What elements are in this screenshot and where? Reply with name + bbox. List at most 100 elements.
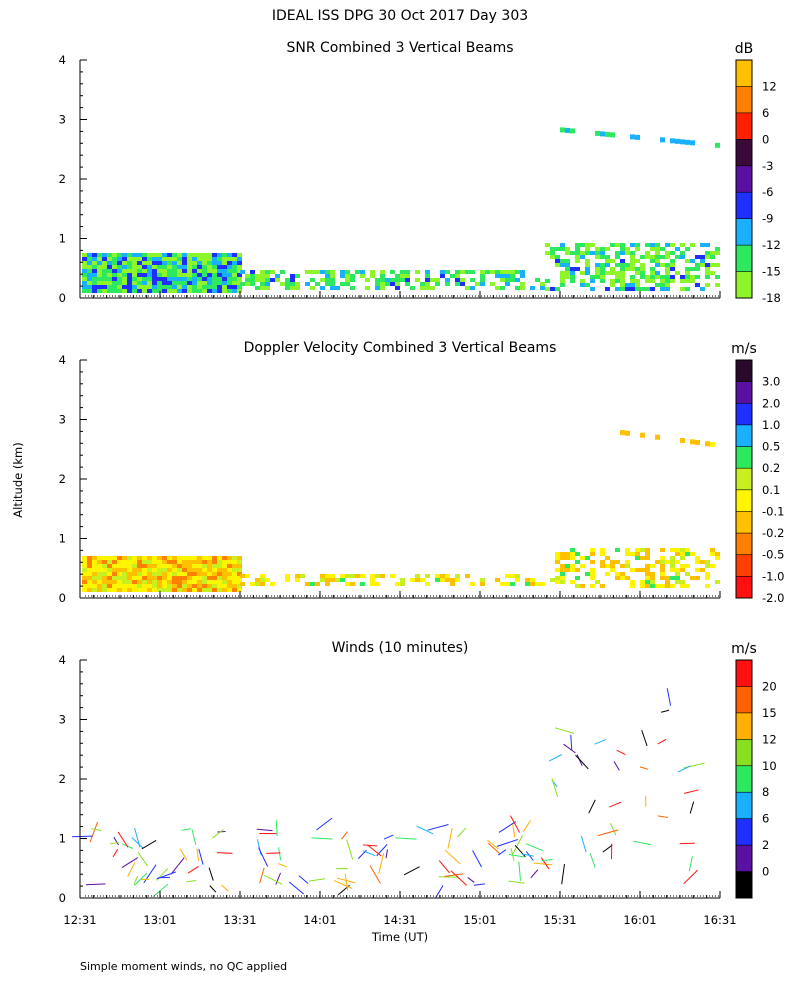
snr-cell — [615, 251, 620, 255]
velocity-cell — [560, 580, 565, 584]
velocity-cell — [152, 560, 157, 564]
velocity-cell — [575, 568, 580, 572]
snr-cell — [565, 271, 570, 275]
snr-cell — [315, 282, 320, 286]
velocity-cell — [142, 580, 147, 584]
snr-cell — [630, 275, 635, 279]
snr-cell — [435, 278, 440, 282]
snr-cell — [132, 253, 137, 257]
snr-cell — [305, 282, 310, 286]
snr-cell — [350, 274, 355, 278]
velocity-cell — [630, 580, 635, 584]
snr-cell — [675, 271, 680, 275]
snr-cell — [480, 278, 485, 282]
wind-barb — [131, 837, 144, 849]
wind-barb — [216, 852, 233, 854]
snr-cell — [222, 285, 227, 289]
snr-cell — [217, 269, 222, 273]
snr-cell — [620, 287, 625, 291]
snr-cell — [645, 287, 650, 291]
snr-cell — [565, 259, 570, 263]
velocity-cell — [122, 568, 127, 572]
velocity-cell — [192, 560, 197, 564]
snr-cell — [192, 261, 197, 265]
snr-cell — [320, 278, 325, 282]
snr-cell — [127, 265, 132, 269]
snr-cell — [102, 265, 107, 269]
wind-barb — [212, 829, 224, 839]
velocity-cell — [670, 560, 675, 564]
snr-cell — [585, 247, 590, 251]
snr-cell — [232, 277, 237, 281]
snr-cell — [480, 282, 485, 286]
velocity-cell — [192, 584, 197, 588]
snr-cell — [227, 257, 232, 261]
snr-cell — [415, 278, 420, 282]
wind-barb — [278, 847, 282, 861]
snr-cell — [425, 282, 430, 286]
snr-cell — [635, 287, 640, 291]
snr-cell — [222, 265, 227, 269]
velocity-cell — [152, 576, 157, 580]
snr-cell — [375, 282, 380, 286]
velocity-cell — [137, 556, 142, 560]
velocity-cell — [415, 578, 420, 582]
velocity-cell — [600, 560, 605, 564]
wind-barb — [181, 828, 191, 831]
snr-cell — [102, 285, 107, 289]
snr-cell — [610, 283, 615, 287]
snr-cell — [560, 243, 565, 247]
velocity-cell — [217, 556, 222, 560]
snr-cell — [700, 243, 705, 247]
velocity-cell — [570, 580, 575, 584]
snr-cell — [295, 274, 300, 278]
snr-cell — [102, 289, 107, 293]
velocity-cell — [320, 578, 325, 582]
snr-cell — [97, 257, 102, 261]
snr-cell — [670, 279, 675, 283]
velocity-cell — [675, 576, 680, 580]
snr-cell — [685, 139, 690, 145]
velocity-cell — [625, 552, 630, 556]
wind-barb — [221, 884, 230, 892]
snr-cell — [232, 285, 237, 289]
snr-cell — [167, 281, 172, 285]
snr-cell — [137, 285, 142, 289]
snr-cell — [127, 281, 132, 285]
velocity-cell — [167, 564, 172, 568]
colorbar-swatch — [736, 712, 752, 740]
snr-cell — [172, 253, 177, 257]
velocity-cell — [192, 572, 197, 576]
wind-barb — [141, 840, 157, 850]
snr-cell — [172, 265, 177, 269]
velocity-cell — [152, 568, 157, 572]
snr-cell — [127, 253, 132, 257]
snr-cell — [97, 281, 102, 285]
wind-barb — [311, 837, 333, 840]
velocity-cell — [152, 556, 157, 560]
velocity-cell — [212, 580, 217, 584]
snr-cell — [217, 265, 222, 269]
velocity-cell — [132, 568, 137, 572]
velocity-cell — [197, 576, 202, 580]
velocity-cell — [227, 560, 232, 564]
velocity-cell — [620, 430, 625, 436]
snr-cell — [92, 281, 97, 285]
wind-barb — [369, 865, 381, 884]
snr-cell — [172, 269, 177, 273]
velocity-cell — [710, 548, 715, 552]
snr-cell — [605, 131, 610, 137]
velocity-cell — [157, 588, 162, 592]
snr-cell — [295, 282, 300, 286]
velocity-cell — [575, 560, 580, 564]
velocity-colorbar: m/s 3.0 2.0 1.0 0.5 0.2 0.1 -0.1 -0.2 -0.5 -1.0 -2.… — [731, 341, 784, 605]
velocity-cell — [137, 568, 142, 572]
snr-cell — [520, 286, 525, 290]
wind-barb — [597, 829, 619, 837]
velocity-cell — [132, 556, 137, 560]
velocity-cell — [212, 568, 217, 572]
snr-cell — [87, 289, 92, 293]
snr-cell — [680, 251, 685, 255]
snr-cell — [197, 269, 202, 273]
colorbar-swatch — [736, 86, 752, 114]
